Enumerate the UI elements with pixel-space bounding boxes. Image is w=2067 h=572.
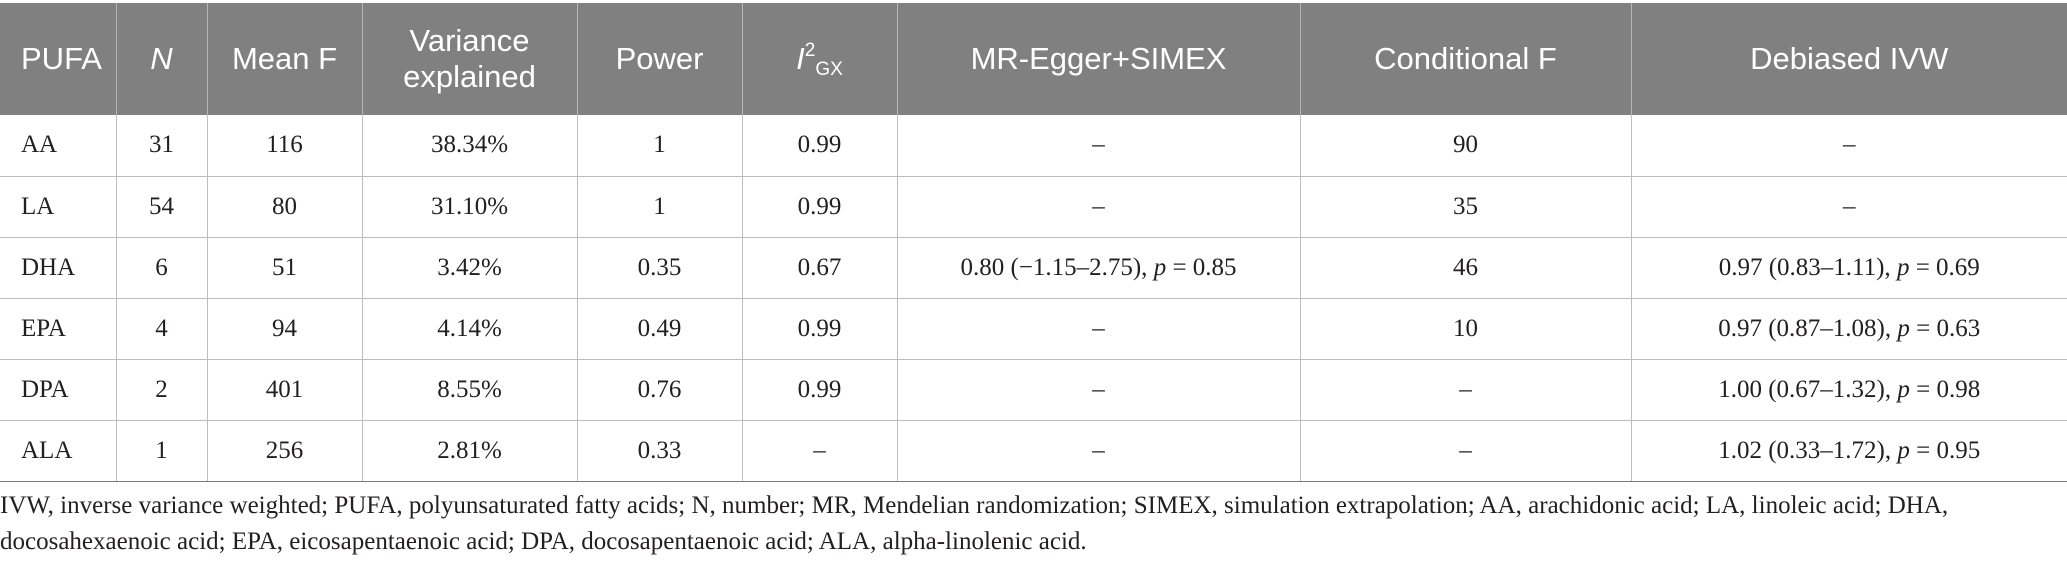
- cell-power: 1: [577, 115, 743, 177]
- p-value-text: = 0.69: [1909, 253, 1980, 281]
- cell-mean-f: 116: [207, 115, 363, 177]
- header-mean-f: Mean F: [207, 3, 363, 115]
- p-value-text: = 0.63: [1909, 314, 1981, 342]
- header-i2gx: I2GX: [742, 3, 898, 115]
- cell-n: 54: [116, 176, 208, 238]
- cell-debiased-ivw: 0.97 (0.87–1.08), p = 0.63: [1631, 298, 2067, 360]
- cell-power: 0.35: [577, 237, 743, 299]
- estimate-text: –: [1092, 314, 1105, 342]
- cell-debiased-ivw: 1.02 (0.33–1.72), p = 0.95: [1631, 420, 2067, 482]
- cell-variance-explained: 3.42%: [362, 237, 578, 299]
- cell-mean-f: 94: [207, 298, 363, 360]
- cell-conditional-f: 46: [1300, 237, 1632, 299]
- cell-n: 4: [116, 298, 208, 360]
- estimate-text: 0.97 (0.83–1.11),: [1718, 253, 1897, 281]
- cell-pufa: DPA: [0, 359, 117, 421]
- estimate-text: –: [1092, 375, 1105, 403]
- cell-conditional-f: 35: [1300, 176, 1632, 238]
- cell-conditional-f: –: [1300, 420, 1632, 482]
- cell-conditional-f: 10: [1300, 298, 1632, 360]
- header-variance-explained: Variance explained: [362, 3, 578, 115]
- table-row: ALA 1 256 2.81% 0.33– – –1.02 (0.33–1.72), p =…: [0, 420, 2067, 482]
- header-n: N: [116, 3, 208, 115]
- cell-conditional-f: –: [1300, 359, 1632, 421]
- cell-n: 2: [116, 359, 208, 421]
- cell-power: 0.76: [577, 359, 743, 421]
- cell-mr-egger-simex: –: [897, 176, 1301, 238]
- p-label: p: [1897, 314, 1910, 342]
- cell-variance-explained: 38.34%: [362, 115, 578, 177]
- header-pufa: PUFA: [0, 3, 117, 115]
- table-row: DHA 6 51 3.42% 0.35 0.67 0.80 (−1.15–2.75), p …: [0, 237, 2067, 299]
- cell-pufa: AA: [0, 115, 117, 177]
- cell-power: 1: [577, 176, 743, 238]
- estimate-text: 1.02 (0.33–1.72),: [1718, 436, 1898, 464]
- cell-mr-egger-simex: –: [897, 115, 1301, 177]
- estimate-text: 0.80 (−1.15–2.75),: [960, 253, 1154, 281]
- cell-i2gx: 0.99: [742, 115, 898, 177]
- table-row: EPA 4 94 4.14% 0.49 0.99 – 10 0.97 (0.87–1.08), …: [0, 298, 2067, 360]
- cell-i2gx: –: [742, 420, 898, 482]
- cell-power: 0.33: [577, 420, 743, 482]
- cell-n: 6: [116, 237, 208, 299]
- estimate-text: –: [1843, 131, 1856, 159]
- pufa-results-table: PUFA N Mean F Variance explained Power I2…: [0, 3, 2067, 482]
- cell-debiased-ivw: –: [1631, 115, 2067, 177]
- table-row: DPA 2 401 8.55% 0.76 0.99– –1.00 (0.67–1.32), …: [0, 359, 2067, 421]
- cell-variance-explained: 4.14%: [362, 298, 578, 360]
- cell-mr-egger-simex: –: [897, 359, 1301, 421]
- cell-variance-explained: 31.10%: [362, 176, 578, 238]
- cell-conditional-f: 90: [1300, 115, 1632, 177]
- cell-variance-explained: 8.55%: [362, 359, 578, 421]
- cell-i2gx: 0.99: [742, 298, 898, 360]
- cell-power: 0.49: [577, 298, 743, 360]
- cell-debiased-ivw: 0.97 (0.83–1.11), p = 0.69: [1631, 237, 2067, 299]
- p-label: p: [1897, 375, 1910, 403]
- cell-pufa: DHA: [0, 237, 117, 299]
- p-value-text: = 0.95: [1909, 436, 1981, 464]
- cell-mr-egger-simex: 0.80 (−1.15–2.75), p = 0.85: [897, 237, 1301, 299]
- p-label: p: [1896, 253, 1910, 281]
- table-footnote: IVW, inverse variance weighted; PUFA, po…: [0, 492, 1949, 555]
- cell-pufa: LA: [0, 176, 117, 238]
- header-mr-egger-simex: MR-Egger+SIMEX: [897, 3, 1301, 115]
- cell-mean-f: 401: [207, 359, 363, 421]
- cell-debiased-ivw: 1.00 (0.67–1.32), p = 0.98: [1631, 359, 2067, 421]
- cell-mean-f: 256: [207, 420, 363, 482]
- cell-i2gx: 0.99: [742, 176, 898, 238]
- table-row: LA 54 80 31.10% 1 0.99 – 35 –: [0, 176, 2067, 238]
- header-power: Power: [577, 3, 743, 115]
- header-conditional-f: Conditional F: [1300, 3, 1632, 115]
- estimate-text: 0.97 (0.87–1.08),: [1718, 314, 1898, 342]
- p-value-text: = 0.85: [1166, 253, 1237, 281]
- estimate-text: –: [1092, 192, 1105, 220]
- cell-n: 31: [116, 115, 208, 177]
- cell-n: 1: [116, 420, 208, 482]
- cell-mr-egger-simex: –: [897, 420, 1301, 482]
- p-label: p: [1897, 436, 1910, 464]
- table-body: AA 31 116 38.34% 1 0.99–90– LA 54 80 31.10% 1 0.99–…: [0, 115, 2067, 482]
- p-value-text: = 0.98: [1909, 375, 1981, 403]
- cell-i2gx: 0.99: [742, 359, 898, 421]
- cell-mean-f: 51: [207, 237, 363, 299]
- header-debiased-ivw: Debiased IVW: [1631, 3, 2067, 115]
- header-row: PUFA N Mean F Variance explained Power I2…: [0, 3, 2067, 115]
- cell-pufa: ALA: [0, 420, 117, 482]
- cell-debiased-ivw: –: [1631, 176, 2067, 238]
- cell-mr-egger-simex: –: [897, 298, 1301, 360]
- cell-i2gx: 0.67: [742, 237, 898, 299]
- estimate-text: –: [1092, 131, 1105, 159]
- table-row: AA 31 116 38.34% 1 0.99 – 90 –: [0, 115, 2067, 177]
- cell-variance-explained: 2.81%: [362, 420, 578, 482]
- estimate-text: –: [1092, 436, 1105, 464]
- p-label: p: [1153, 253, 1167, 281]
- estimate-text: 1.00 (0.67–1.32),: [1718, 375, 1898, 403]
- cell-pufa: EPA: [0, 298, 117, 360]
- cell-mean-f: 80: [207, 176, 363, 238]
- estimate-text: –: [1843, 192, 1856, 220]
